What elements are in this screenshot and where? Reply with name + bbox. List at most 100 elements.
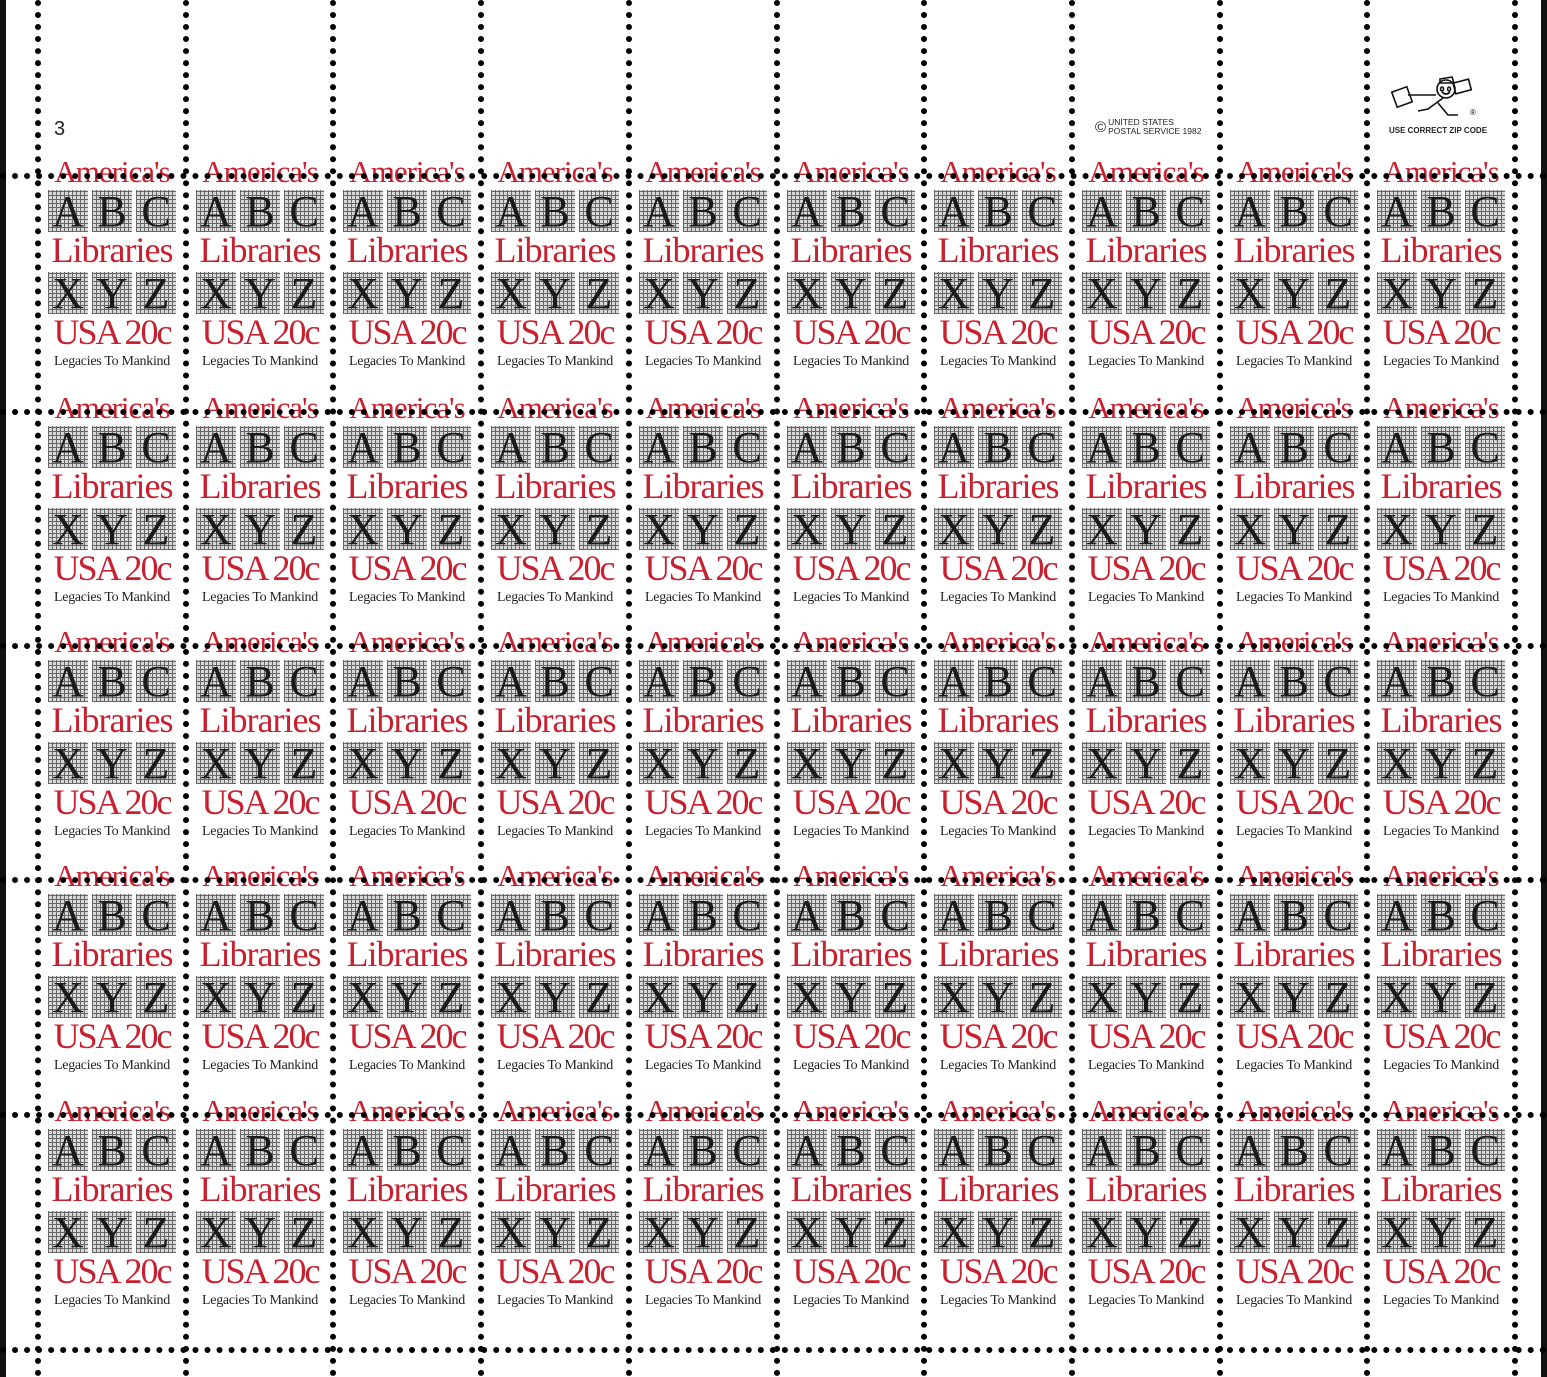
- letter-box: A: [1377, 660, 1417, 704]
- stamp-title: America's: [1088, 390, 1204, 425]
- letter-box: Z: [1465, 976, 1505, 1020]
- stamp: America's A B C Libraries X Y Z USA 20c Legacies …: [783, 858, 919, 1088]
- letter-box: B: [831, 894, 871, 938]
- letter-box: Z: [136, 508, 176, 552]
- stamp: America's A B C Libraries X Y Z USA 20c Legacies …: [487, 390, 623, 620]
- letter-box: Y: [978, 742, 1018, 786]
- letter-box: Z: [875, 742, 915, 786]
- stamp-denomination: USA 20c: [792, 1251, 911, 1291]
- stamp-title: America's: [349, 1093, 465, 1128]
- letter-box: C: [1465, 426, 1505, 470]
- letter-box: X: [1230, 1211, 1270, 1255]
- stamp-tagline: Legacies To Mankind: [202, 354, 318, 369]
- letter-box: B: [387, 426, 427, 470]
- letter-box: Z: [1170, 742, 1210, 786]
- stamp-tagline: Legacies To Mankind: [54, 824, 170, 839]
- stamp-denomination: USA 20c: [496, 1251, 615, 1291]
- stamp: America's A B C Libraries X Y Z USA 20c Legacies …: [44, 1093, 180, 1323]
- letter-box: Z: [136, 1211, 176, 1255]
- letter-box: Z: [875, 272, 915, 316]
- stamp-title: America's: [1383, 1093, 1499, 1128]
- stamp-tagline: Legacies To Mankind: [54, 354, 170, 369]
- letter-box: Y: [978, 1211, 1018, 1255]
- letter-box: B: [387, 1129, 427, 1173]
- stamp-tagline: Legacies To Mankind: [645, 1293, 761, 1308]
- letter-box: B: [683, 1129, 723, 1173]
- stamp-title: America's: [54, 624, 170, 659]
- stamp-tagline: Legacies To Mankind: [1236, 1293, 1352, 1308]
- stamp-title: America's: [1236, 858, 1352, 893]
- letter-box: Z: [579, 508, 619, 552]
- letter-box: Z: [1318, 742, 1358, 786]
- letter-box: A: [639, 426, 679, 470]
- letter-box: Z: [284, 272, 324, 316]
- stamp-denomination: USA 20c: [1235, 782, 1354, 822]
- stamp: America's A B C Libraries X Y Z USA 20c Legacies …: [339, 1093, 475, 1323]
- stamp-tagline: Legacies To Mankind: [349, 1293, 465, 1308]
- letter-box: A: [1377, 894, 1417, 938]
- letter-box: Y: [1274, 508, 1314, 552]
- letter-box: C: [431, 190, 471, 234]
- letter-box: B: [387, 894, 427, 938]
- stamp-denomination: USA 20c: [1235, 312, 1354, 352]
- letter-box: Z: [431, 1211, 471, 1255]
- stamp: America's A B C Libraries X Y Z USA 20c Legacies …: [1226, 858, 1362, 1088]
- horizontal-perforation: [0, 173, 1547, 179]
- stamp-denomination: USA 20c: [1235, 548, 1354, 588]
- letter-box: Z: [284, 508, 324, 552]
- stamp-subject: Libraries: [642, 1169, 765, 1209]
- stamp-subject: Libraries: [790, 934, 913, 974]
- letter-box: C: [1022, 1129, 1062, 1173]
- copyright-symbol: ©: [1095, 118, 1107, 136]
- stamp: America's A B C Libraries X Y Z USA 20c Legacies …: [1373, 154, 1509, 384]
- stamp-subject: Libraries: [1233, 1169, 1356, 1209]
- letter-box: B: [1274, 660, 1314, 704]
- stamp-subject: Libraries: [790, 1169, 913, 1209]
- stamp-denomination: USA 20c: [1382, 312, 1501, 352]
- letter-box: Y: [1421, 976, 1461, 1020]
- letter-box: A: [934, 1129, 974, 1173]
- letter-box: C: [284, 190, 324, 234]
- letter-box: B: [92, 1129, 132, 1173]
- letter-box: Z: [727, 1211, 767, 1255]
- letter-box: B: [683, 426, 723, 470]
- letter-box: A: [787, 1129, 827, 1173]
- letter-box: A: [934, 190, 974, 234]
- letter-box: A: [196, 660, 236, 704]
- letter-box: C: [136, 660, 176, 704]
- stamp-title: America's: [793, 390, 909, 425]
- stamp-tagline: Legacies To Mankind: [202, 1293, 318, 1308]
- stamp: America's A B C Libraries X Y Z USA 20c Legacies …: [487, 1093, 623, 1323]
- stamp-denomination: USA 20c: [496, 1016, 615, 1056]
- stamp-denomination: USA 20c: [201, 1016, 320, 1056]
- horizontal-perforation: [0, 1112, 1547, 1118]
- letter-box: C: [727, 894, 767, 938]
- letter-box: Y: [535, 976, 575, 1020]
- letter-box: Z: [875, 508, 915, 552]
- letter-box: X: [787, 272, 827, 316]
- stamp-denomination: USA 20c: [1087, 548, 1206, 588]
- letter-box: A: [934, 660, 974, 704]
- stamp-title: America's: [54, 858, 170, 893]
- stamp-tagline: Legacies To Mankind: [793, 1293, 909, 1308]
- letter-box: X: [787, 1211, 827, 1255]
- zip-caption: USE CORRECT ZIP CODE: [1388, 126, 1488, 135]
- stamp-subject: Libraries: [51, 466, 174, 506]
